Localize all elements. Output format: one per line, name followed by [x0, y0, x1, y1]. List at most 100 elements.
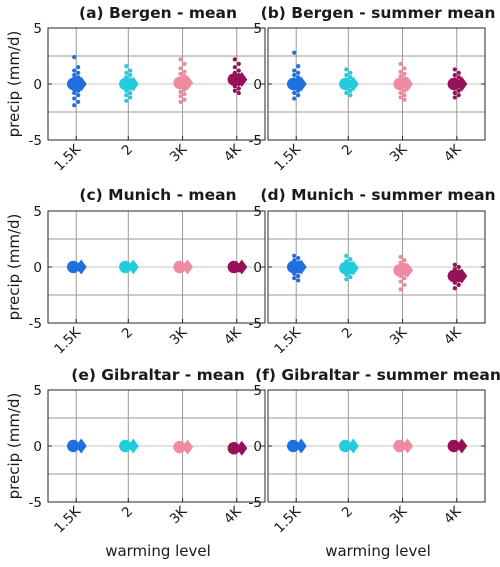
x-tick-label: 2 — [119, 142, 136, 159]
x-axis-label-right: warming level — [325, 542, 431, 560]
x-tick-label: 1.5K — [271, 503, 305, 537]
member-point — [76, 70, 81, 75]
member-point — [456, 88, 461, 93]
x-tick-label: 4K — [441, 141, 465, 165]
mean-diamond-marker — [182, 75, 194, 91]
chart-panel-3: (c) Munich - mean 5 0 -5 1.5K 2 3K 4K — [29, 186, 266, 358]
mean-diamond-marker — [347, 76, 359, 92]
mean-diamond-marker — [295, 76, 307, 92]
member-point — [296, 88, 301, 93]
mean-circle-marker — [227, 73, 240, 86]
panel-title: (c) Munich - mean — [79, 186, 236, 204]
member-point — [344, 67, 349, 72]
member-point — [296, 273, 301, 279]
x-tick-label: 3K — [167, 324, 191, 348]
member-point — [402, 276, 407, 281]
member-point — [344, 90, 349, 96]
x-axis-label-left: warming level — [105, 542, 211, 560]
y-tick-label: 0 — [253, 439, 262, 455]
mean-circle-marker — [393, 77, 406, 91]
member-point — [348, 93, 353, 98]
mean-circle-marker — [67, 260, 80, 274]
x-tick-label: 2 — [119, 325, 136, 342]
member-point — [72, 96, 77, 101]
member-point — [344, 277, 349, 282]
member-point — [348, 70, 353, 75]
member-point — [182, 91, 187, 97]
mean-circle-marker — [287, 77, 300, 91]
panel-title: (b) Bergen - summer mean — [261, 4, 496, 22]
chart-panel-5: (e) Gibraltar - mean 5 0 -5 1.5K 2 3K 4K — [29, 366, 266, 536]
member-point — [72, 55, 77, 60]
y-tick-label: 0 — [33, 260, 42, 276]
mean-diamond-marker — [127, 259, 139, 275]
member-point — [178, 71, 183, 77]
member-point — [182, 69, 187, 74]
member-point — [232, 65, 237, 70]
mean-circle-marker — [393, 264, 406, 277]
mean-circle-marker — [173, 440, 186, 454]
member-point — [402, 66, 407, 71]
member-point — [182, 97, 187, 102]
member-point — [452, 95, 457, 100]
x-tick-label: 1.5K — [271, 324, 305, 358]
member-point — [182, 87, 187, 92]
y-tick-label: -5 — [249, 133, 262, 149]
member-point — [398, 254, 403, 260]
member-point — [398, 279, 403, 284]
y-tick-label: -5 — [249, 495, 262, 511]
mean-diamond-marker — [456, 438, 468, 454]
mean-diamond-marker — [236, 72, 248, 88]
mean-circle-marker — [173, 260, 186, 274]
x-tick-label: 4K — [221, 141, 245, 165]
mean-circle-marker — [67, 77, 80, 91]
y-tick-label: 0 — [33, 77, 42, 93]
mean-diamond-marker — [402, 438, 414, 454]
mean-diamond-marker — [347, 260, 359, 276]
mean-diamond-marker — [402, 76, 414, 92]
mean-circle-marker — [339, 77, 352, 91]
member-point — [292, 96, 297, 101]
member-point — [232, 88, 237, 93]
y-tick-label: -5 — [29, 316, 42, 332]
member-point — [178, 57, 183, 62]
member-point — [236, 68, 241, 73]
y-tick-label: -5 — [249, 316, 262, 332]
member-point — [344, 72, 349, 78]
mean-diamond-marker — [456, 76, 468, 92]
member-point — [76, 99, 81, 105]
x-tick-label: 1.5K — [51, 324, 85, 358]
mean-diamond-marker — [347, 438, 359, 454]
member-point — [402, 93, 407, 98]
member-point — [348, 75, 353, 80]
mean-diamond-marker — [75, 438, 87, 454]
member-point — [296, 255, 301, 261]
y-tick-label: -5 — [29, 133, 42, 149]
member-point — [296, 75, 301, 80]
mean-circle-marker — [173, 76, 186, 90]
member-point — [452, 67, 457, 72]
y-axis-label-row-3: precip (mm/d) — [5, 393, 23, 500]
x-tick-label: 4K — [221, 503, 245, 527]
member-point — [402, 71, 407, 77]
member-point — [124, 93, 129, 98]
panel-title: (a) Bergen - mean — [79, 4, 237, 22]
y-tick-label: 0 — [33, 439, 42, 455]
member-point — [236, 86, 241, 91]
member-point — [398, 61, 403, 66]
mean-circle-marker — [119, 439, 132, 453]
mean-diamond-marker — [402, 262, 414, 278]
member-point — [456, 264, 461, 270]
x-tick-label: 2 — [339, 504, 356, 521]
x-tick-label: 4K — [221, 324, 245, 348]
member-point — [292, 68, 297, 73]
x-tick-label: 4K — [441, 503, 465, 527]
member-point — [456, 282, 461, 288]
x-tick-label: 4K — [441, 324, 465, 348]
member-point — [128, 90, 133, 96]
member-point — [72, 72, 77, 78]
